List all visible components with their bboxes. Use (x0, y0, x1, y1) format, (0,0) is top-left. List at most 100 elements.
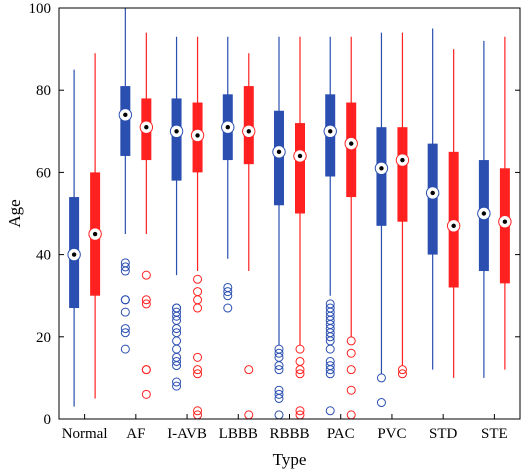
outlier-point (325, 406, 335, 416)
outlier-point (172, 381, 182, 391)
outlier-point (120, 307, 130, 317)
median-dot (430, 190, 435, 196)
x-tick-label: LBBB (219, 426, 258, 442)
outlier-point (193, 295, 203, 305)
y-axis-title: Age (5, 199, 24, 227)
outlier-point (193, 365, 203, 375)
outlier-point (295, 365, 305, 375)
median-dot (246, 129, 251, 134)
outlier-point (295, 356, 305, 366)
outlier-point (274, 348, 284, 358)
outlier-point (376, 398, 386, 408)
x-tick-label: STD (429, 426, 458, 442)
outlier-point (120, 324, 130, 334)
outlier-point (397, 369, 407, 379)
median-dot (502, 219, 508, 224)
y-axis: 0 20 40 60 80 100 (29, 1, 520, 428)
x-tick-label: RBBB (269, 426, 309, 442)
outlier-point (172, 336, 182, 346)
box (171, 98, 182, 181)
outlier-point (141, 295, 151, 305)
outlier-point (120, 262, 130, 272)
outlier-point (172, 361, 182, 371)
outlier-point (295, 344, 305, 354)
x-tick-label: Normal (62, 426, 108, 442)
outlier-point (346, 385, 356, 395)
outlier-point (325, 369, 335, 379)
outlier-point (325, 332, 335, 342)
x-tick-label: AF (126, 426, 145, 442)
outlier-point (346, 410, 356, 420)
outlier-point (193, 303, 203, 313)
median-dot (174, 129, 179, 134)
outlier-point (141, 389, 151, 399)
outlier-point (397, 365, 407, 375)
outlier-point (193, 287, 203, 297)
y-tick-label: 0 (44, 412, 52, 428)
outlier-point (141, 270, 151, 280)
outlier-point (193, 352, 203, 362)
x-tick-label: I-AVB (167, 426, 207, 442)
median-dot (195, 133, 200, 138)
median-dot (349, 141, 354, 146)
outlier-point (274, 361, 284, 371)
median-dot (379, 166, 384, 171)
median-dot (123, 112, 128, 118)
outlier-point (193, 369, 203, 379)
median-dot (328, 129, 333, 134)
median-dot (400, 157, 405, 163)
outlier-point (172, 311, 182, 321)
median-dot (92, 231, 98, 237)
outlier-point (376, 373, 386, 383)
outlier-point (141, 365, 151, 375)
outlier-point (325, 365, 335, 375)
outlier-point (172, 356, 182, 366)
outlier-point (346, 365, 356, 375)
outlier-point (295, 406, 305, 416)
median-dot (297, 153, 303, 159)
x-tick-label: STE (481, 426, 508, 442)
outlier-point (120, 295, 130, 305)
x-axis-title: Type (273, 450, 307, 469)
box (295, 123, 305, 214)
outlier-point (172, 344, 182, 354)
outlier-point (172, 324, 182, 334)
outlier-point (325, 344, 335, 354)
outlier-point (274, 389, 284, 399)
outlier-point (223, 287, 233, 297)
outlier-point (223, 303, 233, 313)
outlier-point (274, 410, 284, 420)
outlier-point (120, 328, 130, 338)
outlier-point (193, 406, 203, 416)
x-tick-label: PAC (327, 426, 355, 442)
y-tick-label: 20 (36, 330, 51, 346)
box (397, 127, 408, 222)
median-dot (71, 252, 77, 257)
y-tick-label: 60 (36, 165, 51, 181)
x-tick-label: PVC (377, 426, 406, 442)
median-dot (225, 124, 230, 130)
median-dot (144, 124, 149, 130)
outlier-point (295, 369, 305, 379)
outlier-point (274, 393, 284, 403)
y-tick-label: 40 (36, 248, 51, 264)
outlier-point (223, 291, 233, 301)
outlier-point (120, 344, 130, 354)
outlier-point (244, 410, 254, 420)
outlier-point (141, 299, 151, 309)
outlier-point (346, 336, 356, 346)
x-axis: Normal AF I-AVB LBBB RBBB PAC PVC STD STE (62, 414, 508, 442)
outlier-point (172, 377, 182, 387)
plot-marks (67, 8, 512, 420)
outlier-point (244, 365, 254, 375)
median-dot (481, 211, 487, 216)
y-tick-label: 100 (29, 1, 52, 17)
median-dot (276, 149, 282, 155)
outlier-point (274, 365, 284, 375)
outlier-point (346, 348, 356, 358)
median-dot (451, 223, 456, 229)
box (376, 127, 387, 226)
y-tick-label: 80 (36, 83, 51, 99)
outlier-point (120, 266, 130, 276)
